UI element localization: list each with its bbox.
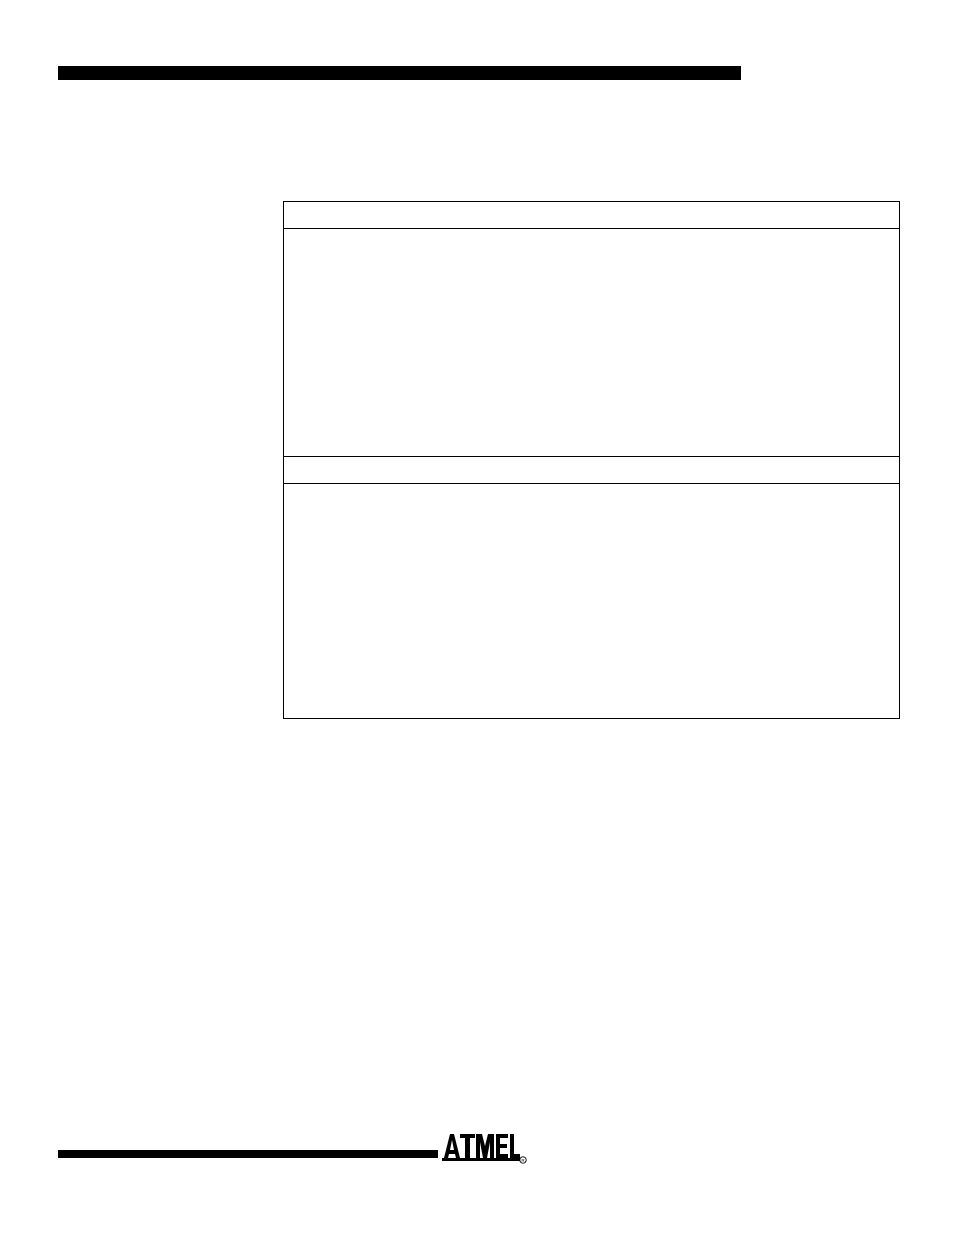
table-body-row-2 [284,484,900,719]
top-rule-bar [58,66,741,80]
table-header-cell-1 [284,202,900,229]
atmel-logo: R [442,1130,528,1165]
table-body-cell-2 [284,484,900,719]
table-header-row-1 [284,202,900,229]
table-body-cell-1 [284,229,900,457]
content-table [283,201,900,719]
page: R [0,0,954,1235]
table-body-row-1 [284,229,900,457]
bottom-rule-bar [58,1150,438,1158]
atmel-logo-svg: R [442,1130,528,1165]
table-header-row-2 [284,457,900,484]
table-header-cell-2 [284,457,900,484]
